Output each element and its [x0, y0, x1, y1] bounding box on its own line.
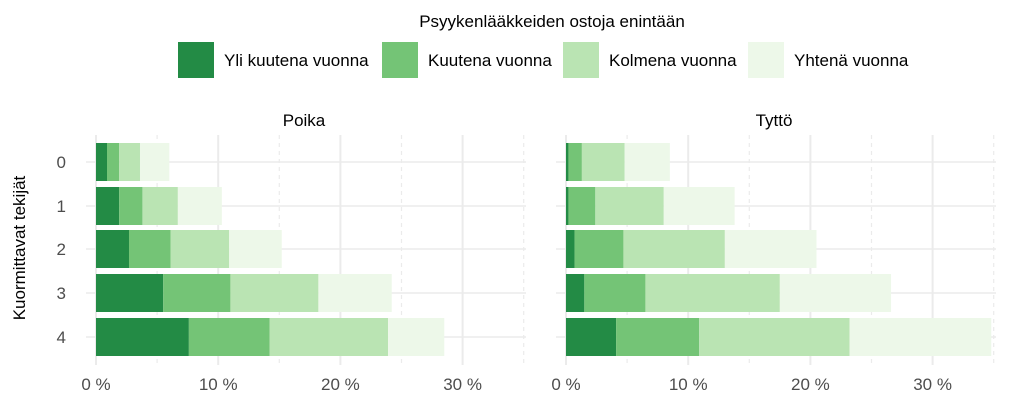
bar-Tyttö-0-2 — [581, 143, 625, 181]
bar-Tyttö-3-3 — [779, 274, 892, 312]
bar-Tyttö-1-2 — [595, 187, 664, 225]
bar-Tyttö-4-3 — [849, 318, 992, 356]
panel-title-1: Tyttö — [756, 111, 793, 130]
bar-Poika-3-2 — [230, 274, 319, 312]
bar-Tyttö-2-3 — [724, 230, 817, 268]
bar-Poika-2-0 — [96, 230, 129, 268]
legend-label-1: Kuutena vuonna — [428, 51, 552, 70]
bar-Tyttö-3-1 — [584, 274, 646, 312]
bar-Poika-3-3 — [318, 274, 392, 312]
bar-Tyttö-1-0 — [566, 187, 569, 225]
x-tick-label-0-2: 20 % — [321, 375, 360, 394]
bar-Tyttö-1-3 — [663, 187, 735, 225]
legend-title: Psyykenlääkkeiden ostoja enintään — [419, 12, 685, 31]
legend: Yli kuutena vuonna Kuutena vuonna Kolmena … — [178, 42, 909, 78]
legend-key-3 — [748, 42, 784, 78]
bar-Tyttö-4-1 — [616, 318, 700, 356]
bar-Tyttö-2-0 — [566, 230, 575, 268]
x-tick-label-0-3: 30 % — [443, 375, 482, 394]
bar-Poika-0-2 — [119, 143, 140, 181]
legend-key-0 — [178, 42, 214, 78]
y-tick-label-3: 3 — [57, 284, 66, 303]
y-tick-label-0: 0 — [57, 153, 66, 172]
bar-Poika-1-0 — [96, 187, 120, 225]
bar-Tyttö-2-1 — [574, 230, 624, 268]
bar-Poika-4-0 — [96, 318, 189, 356]
panel-title-0: Poika — [283, 111, 326, 130]
bar-Tyttö-0-0 — [566, 143, 569, 181]
legend-label-0: Yli kuutena vuonna — [224, 51, 369, 70]
bar-Poika-4-2 — [269, 318, 389, 356]
bar-Poika-3-0 — [96, 274, 164, 312]
bar-Poika-0-3 — [139, 143, 170, 181]
bar-Poika-2-2 — [170, 230, 230, 268]
bar-Tyttö-3-0 — [566, 274, 585, 312]
y-axis-title: Kuormittavat tekijät — [10, 175, 29, 320]
bar-Tyttö-2-2 — [623, 230, 725, 268]
legend-key-2 — [563, 42, 599, 78]
bar-Poika-4-1 — [188, 318, 270, 356]
legend-key-1 — [382, 42, 418, 78]
bar-Poika-1-3 — [177, 187, 222, 225]
panel-0: Poika 0 % 10 % 20 % 30 % — [81, 111, 526, 394]
bar-Poika-1-2 — [142, 187, 178, 225]
x-tick-label-1-2: 20 % — [791, 375, 830, 394]
bar-Poika-1-1 — [119, 187, 143, 225]
panel-1: Tyttö 0 % 10 % 20 % 30 % — [551, 111, 996, 394]
x-tick-label-0-0: 0 % — [81, 375, 110, 394]
bar-Tyttö-0-3 — [624, 143, 670, 181]
legend-label-2: Kolmena vuonna — [609, 51, 737, 70]
bar-Poika-0-0 — [96, 143, 107, 181]
panels: 0 1 2 3 4 Poika 0 % 10 % 20 % 30 % Tyttö 0 % 10 % 20 … — [57, 111, 996, 394]
x-tick-label-0-1: 10 % — [199, 375, 238, 394]
bar-Tyttö-1-1 — [568, 187, 596, 225]
bar-Tyttö-3-2 — [645, 274, 780, 312]
bar-Poika-2-3 — [229, 230, 282, 268]
x-tick-label-1-3: 30 % — [913, 375, 952, 394]
bar-Tyttö-4-2 — [699, 318, 850, 356]
bar-Poika-0-1 — [106, 143, 120, 181]
y-tick-label-2: 2 — [57, 240, 66, 259]
bar-Tyttö-4-0 — [566, 318, 617, 356]
bar-Poika-3-1 — [163, 274, 231, 312]
x-tick-label-1-0: 0 % — [551, 375, 580, 394]
legend-label-3: Yhtenä vuonna — [794, 51, 909, 70]
x-tick-label-1-1: 10 % — [669, 375, 708, 394]
y-tick-label-1: 1 — [57, 197, 66, 216]
y-tick-label-4: 4 — [57, 328, 66, 347]
bar-Tyttö-0-1 — [568, 143, 582, 181]
bar-Poika-4-3 — [388, 318, 445, 356]
bar-Poika-2-1 — [128, 230, 171, 268]
